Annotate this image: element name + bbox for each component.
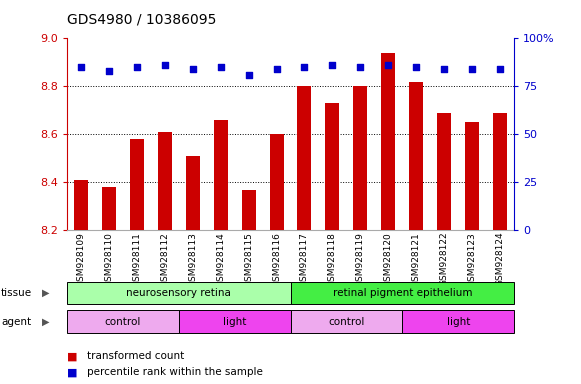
Text: light: light — [447, 316, 470, 327]
Bar — [353, 86, 367, 230]
Point — [468, 66, 477, 72]
Text: ▶: ▶ — [42, 288, 49, 298]
Bar — [179, 310, 290, 333]
Point — [440, 66, 449, 72]
Point — [300, 64, 309, 70]
Point — [412, 64, 421, 70]
Point — [160, 62, 169, 68]
Text: control: control — [105, 316, 141, 327]
Text: light: light — [223, 316, 246, 327]
Bar — [67, 310, 179, 333]
Text: percentile rank within the sample: percentile rank within the sample — [87, 367, 263, 377]
Text: retinal pigment epithelium: retinal pigment epithelium — [332, 288, 472, 298]
Bar — [465, 122, 479, 230]
Point — [76, 64, 85, 70]
Point — [328, 62, 337, 68]
Bar — [74, 180, 88, 230]
Point — [356, 64, 365, 70]
Text: transformed count: transformed count — [87, 351, 184, 361]
Point — [188, 66, 198, 72]
Text: tissue: tissue — [1, 288, 33, 298]
Bar — [403, 310, 514, 333]
Bar — [410, 81, 424, 230]
Point — [132, 64, 141, 70]
Bar — [493, 113, 507, 230]
Bar — [130, 139, 144, 230]
Bar — [297, 86, 311, 230]
Bar — [290, 310, 403, 333]
Bar — [102, 187, 116, 230]
Bar — [214, 120, 228, 230]
Point — [244, 72, 253, 78]
Bar — [325, 103, 339, 230]
Text: control: control — [328, 316, 365, 327]
Bar — [290, 281, 514, 304]
Point — [216, 64, 225, 70]
Bar — [270, 134, 284, 230]
Point — [383, 62, 393, 68]
Point — [496, 66, 505, 72]
Bar — [242, 190, 256, 230]
Text: ■: ■ — [67, 367, 77, 377]
Bar — [437, 113, 451, 230]
Text: neurosensory retina: neurosensory retina — [126, 288, 231, 298]
Bar — [381, 53, 395, 230]
Bar — [157, 132, 171, 230]
Text: ■: ■ — [67, 351, 77, 361]
Bar — [67, 281, 290, 304]
Text: agent: agent — [1, 316, 31, 327]
Text: GDS4980 / 10386095: GDS4980 / 10386095 — [67, 12, 216, 26]
Text: ▶: ▶ — [42, 316, 49, 327]
Point — [272, 66, 281, 72]
Point — [104, 68, 113, 74]
Bar — [186, 156, 200, 230]
